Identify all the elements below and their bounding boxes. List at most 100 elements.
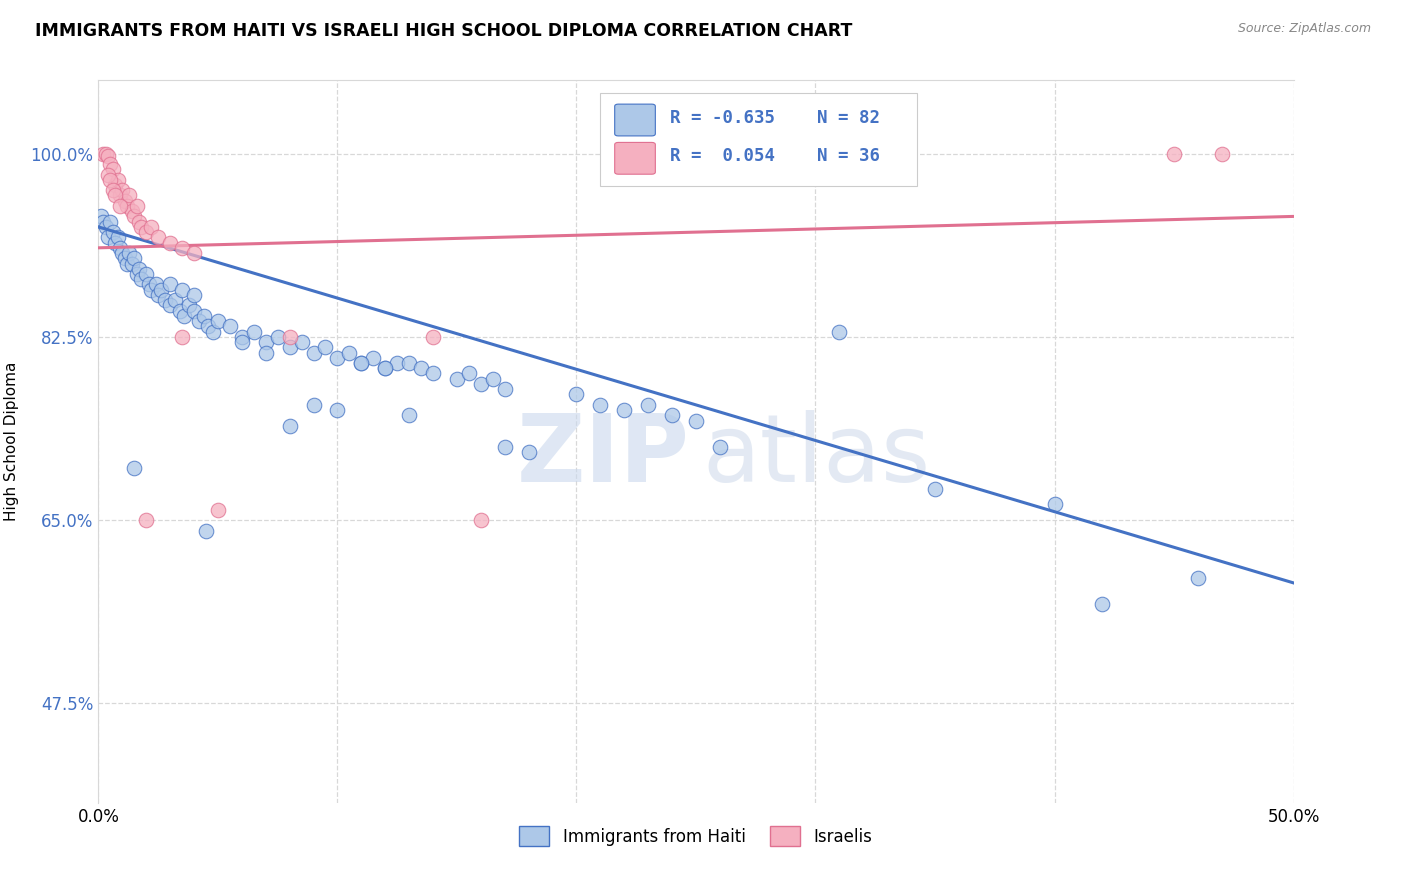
Point [159, 235, 181, 250]
Point [411, 361, 433, 376]
Point [163, 293, 186, 308]
Point [374, 361, 396, 376]
Point [1163, 146, 1185, 161]
Point [169, 303, 191, 318]
Point [139, 219, 162, 234]
Point [685, 414, 707, 428]
FancyBboxPatch shape [614, 143, 655, 174]
Point [121, 204, 143, 219]
FancyBboxPatch shape [614, 104, 655, 136]
Point [326, 351, 349, 365]
Point [108, 241, 131, 255]
Point [828, 325, 851, 339]
Point [94, 219, 117, 234]
Point [183, 288, 205, 302]
Point [104, 178, 127, 192]
Text: Source: ZipAtlas.com: Source: ZipAtlas.com [1237, 22, 1371, 36]
Point [125, 199, 148, 213]
Point [172, 241, 194, 255]
Point [114, 252, 136, 266]
Point [1211, 146, 1233, 161]
Point [172, 330, 194, 344]
Point [350, 356, 373, 370]
Point [159, 277, 181, 292]
Point [709, 440, 731, 454]
Point [124, 210, 146, 224]
Text: R = -0.635    N = 82: R = -0.635 N = 82 [669, 109, 880, 127]
Point [267, 330, 290, 344]
Point [207, 314, 229, 328]
Point [91, 146, 114, 161]
Point [278, 330, 301, 344]
Point [422, 367, 444, 381]
Point [155, 293, 177, 308]
Point [149, 283, 172, 297]
Point [494, 382, 516, 396]
Point [98, 173, 122, 187]
Point [1043, 497, 1066, 511]
Point [278, 340, 301, 354]
Point [613, 403, 636, 417]
Point [135, 513, 157, 527]
Point [115, 256, 138, 270]
Point [374, 361, 396, 376]
Point [197, 319, 219, 334]
Text: atlas: atlas [702, 410, 931, 502]
Point [458, 367, 481, 381]
Point [159, 298, 181, 312]
Point [125, 267, 148, 281]
Point [114, 194, 136, 208]
Point [363, 351, 385, 365]
Point [172, 283, 194, 297]
Point [1091, 597, 1114, 611]
Point [231, 330, 253, 344]
Point [131, 219, 153, 234]
Point [219, 319, 242, 334]
Point [128, 261, 150, 276]
Point [124, 460, 146, 475]
Point [90, 210, 112, 224]
Point [924, 482, 946, 496]
Point [108, 188, 131, 202]
Point [494, 440, 516, 454]
Point [302, 345, 325, 359]
Point [118, 246, 141, 260]
Point [291, 334, 314, 349]
Point [470, 513, 492, 527]
Point [302, 398, 325, 412]
Point [254, 345, 277, 359]
Point [145, 277, 167, 292]
Text: ZIP: ZIP [517, 410, 690, 502]
Point [148, 288, 170, 302]
Point [481, 372, 505, 386]
Point [148, 230, 170, 244]
Point [101, 183, 124, 197]
Point [108, 199, 131, 213]
Text: IMMIGRANTS FROM HAITI VS ISRAELI HIGH SCHOOL DIPLOMA CORRELATION CHART: IMMIGRANTS FROM HAITI VS ISRAELI HIGH SC… [35, 22, 852, 40]
Point [107, 230, 129, 244]
Point [202, 325, 225, 339]
Text: R =  0.054    N = 36: R = 0.054 N = 36 [669, 147, 880, 165]
Point [470, 376, 492, 391]
Point [243, 325, 266, 339]
Point [124, 252, 146, 266]
Point [115, 199, 138, 213]
Point [104, 188, 127, 202]
Point [111, 246, 134, 260]
Point [135, 267, 157, 281]
Point [98, 157, 122, 171]
Point [101, 162, 124, 177]
Point [179, 298, 201, 312]
Point [422, 330, 444, 344]
Point [398, 356, 420, 370]
Point [97, 230, 120, 244]
Point [121, 256, 143, 270]
Point [398, 409, 420, 423]
FancyBboxPatch shape [600, 93, 917, 186]
Point [339, 345, 361, 359]
Point [138, 277, 160, 292]
Point [101, 225, 124, 239]
Point [446, 372, 468, 386]
Point [207, 502, 229, 516]
Point [104, 235, 127, 250]
